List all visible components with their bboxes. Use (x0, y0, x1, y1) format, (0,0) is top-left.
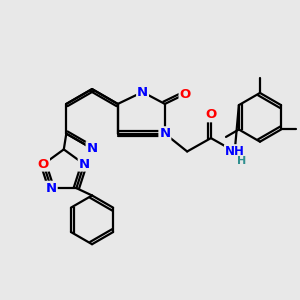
Text: NH: NH (225, 145, 244, 158)
Text: N: N (79, 158, 90, 171)
Text: N: N (137, 85, 148, 98)
Text: N: N (159, 127, 170, 140)
Text: O: O (179, 88, 191, 100)
Text: N: N (46, 182, 57, 195)
Text: O: O (205, 108, 217, 122)
Text: O: O (38, 158, 49, 171)
Text: H: H (237, 156, 246, 166)
Text: N: N (86, 142, 98, 155)
